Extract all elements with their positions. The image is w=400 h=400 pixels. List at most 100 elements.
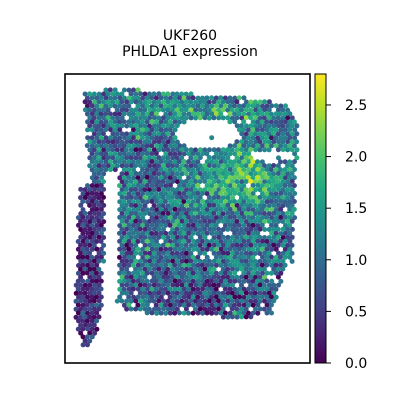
expression-spot [183,235,189,240]
expression-spot [179,242,185,248]
expression-spot [211,171,217,176]
expression-spot [230,187,235,193]
expression-spot [131,215,136,220]
expression-spot [163,215,169,220]
expression-spot [174,179,180,185]
expression-spot [291,119,297,125]
expression-spot [282,214,288,220]
expression-spot [271,131,277,137]
expression-spot [133,298,139,304]
expression-spot [190,278,196,284]
expression-spot [186,207,192,213]
chart-title-line1: UKF260 [163,28,217,44]
expression-spot [153,103,159,109]
expression-spot [280,147,286,153]
expression-spot [94,302,100,308]
expression-spot [273,175,279,181]
expression-spot [216,298,221,304]
expression-spot [229,178,235,184]
expression-spot [257,203,263,209]
expression-spot [204,246,210,252]
expression-spot [124,298,130,304]
expression-spot [213,199,219,205]
expression-spot [101,242,107,248]
expression-spot [248,179,254,184]
expression-spot [170,187,176,193]
expression-spot [218,95,224,101]
expression-spot [140,222,146,228]
expression-spot [156,195,162,200]
expression-spot [241,254,247,260]
expression-spot [76,318,81,324]
expression-spot [278,135,284,141]
expression-spot [206,171,212,177]
expression-spot [209,159,215,165]
expression-spot [181,191,187,196]
expression-spot [89,151,95,157]
expression-spot [289,234,295,240]
expression-spot [209,286,215,292]
expression-spot [133,227,139,232]
expression-spot [179,107,185,113]
expression-spot [167,222,173,228]
expression-spot [91,203,97,208]
expression-spot [167,159,173,165]
expression-spot [227,206,233,212]
expression-spot [78,218,84,224]
expression-spot [183,115,189,121]
expression-spot [227,167,233,172]
expression-spot [236,222,242,228]
expression-spot [131,254,137,260]
expression-spot [94,206,100,212]
expression-spot [239,131,245,137]
expression-spot [232,214,237,220]
expression-spot [200,151,206,157]
expression-spot [80,302,86,308]
expression-spot [137,274,143,280]
expression-spot [87,282,93,288]
expression-spot [144,254,150,260]
expression-spot [133,250,139,256]
expression-spot [260,174,265,180]
expression-spot [158,222,164,228]
expression-spot [172,278,178,284]
expression-spot [232,262,238,268]
expression-spot [101,115,107,121]
expression-spot [110,123,116,129]
expression-spot [78,322,84,328]
expression-spot [193,290,199,296]
expression-spot [160,155,166,161]
expression-spot [287,135,293,141]
expression-spot [202,210,208,216]
expression-spot [94,270,99,276]
expression-spot [82,298,88,304]
expression-spot [193,163,199,169]
expression-spot [149,143,155,149]
expression-spot [227,222,233,228]
expression-spot [154,238,159,244]
expression-spot [289,171,295,176]
expression-spot [229,274,235,280]
expression-spot [128,107,134,113]
expression-spot [98,270,104,276]
expression-spot [262,163,267,169]
expression-spot [130,111,136,117]
expression-spot [158,159,164,164]
expression-spot [156,298,162,304]
expression-spot [190,302,196,308]
expression-spot [131,167,137,173]
expression-spot [243,155,249,161]
expression-spot [197,179,203,185]
expression-spot [158,135,164,141]
expression-spot [190,270,196,276]
expression-spot [206,258,212,264]
expression-spot [119,107,125,113]
expression-spot [234,99,240,105]
expression-spot [287,111,293,117]
expression-spot [153,175,159,181]
expression-spot [183,298,189,304]
expression-spot [266,195,272,201]
expression-spot [206,210,212,216]
expression-spot [161,227,166,232]
expression-spot [119,171,125,177]
